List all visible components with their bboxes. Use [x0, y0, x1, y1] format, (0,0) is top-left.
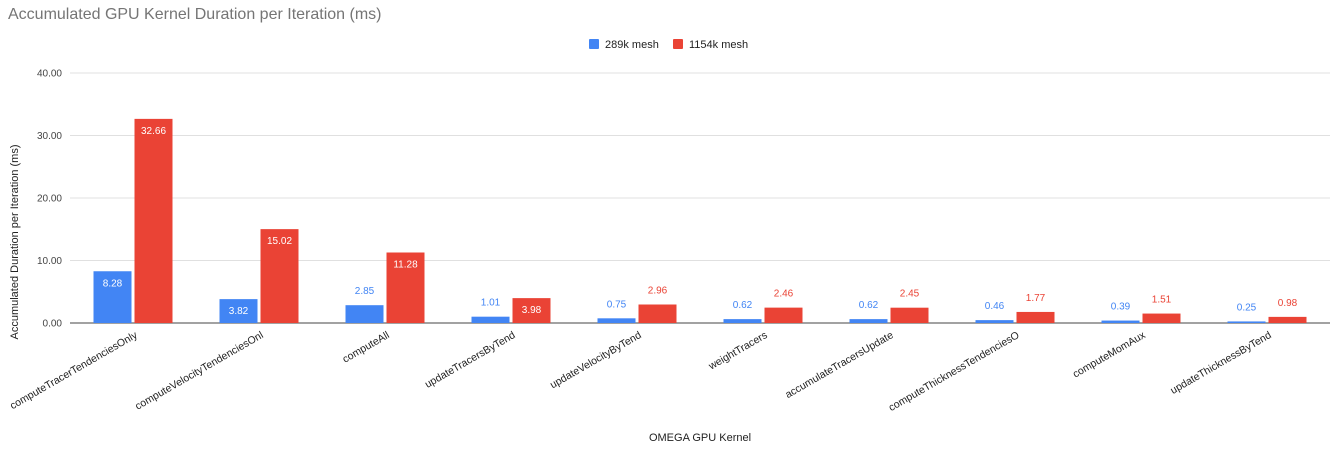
data-label-289k: 0.46 [985, 301, 1005, 312]
data-label-289k: 8.28 [103, 278, 123, 289]
legend: 289k mesh 1154k mesh [589, 39, 748, 51]
bar-289k [93, 271, 132, 323]
data-label-1154k: 0.98 [1278, 298, 1298, 309]
data-label-289k: 0.25 [1237, 302, 1257, 313]
data-label-289k: 0.39 [1111, 302, 1131, 313]
gridlines [70, 72, 1330, 324]
bar-1154k [1142, 313, 1181, 323]
bar-1154k [260, 229, 299, 323]
data-label-289k: 1.01 [481, 298, 501, 309]
bar-289k [597, 318, 636, 323]
x-tick-label: updateThicknessByTend [1168, 329, 1273, 397]
data-label-1154k: 1.77 [1026, 293, 1046, 304]
bar-289k [975, 320, 1014, 323]
x-tick-label: updateVelocityByTend [548, 329, 644, 391]
x-tick-label: computeMomAux [1071, 329, 1148, 381]
bar-289k [345, 305, 384, 323]
data-label-1154k: 11.28 [393, 260, 418, 271]
x-tick-label: weightTracers [706, 329, 770, 373]
data-label-289k: 3.82 [229, 306, 249, 317]
data-label-289k: 0.75 [607, 299, 627, 310]
x-tick-label: accumulateTracersUpdate [783, 329, 895, 401]
y-tick-label: 10.00 [37, 256, 62, 267]
bar-1154k [764, 307, 803, 323]
x-axis-ticks: computeTracerTendenciesOnlycomputeVeloci… [8, 329, 1274, 414]
y-tick-label: 30.00 [37, 131, 62, 142]
data-label-1154k: 15.02 [267, 236, 292, 247]
bar-289k [723, 319, 762, 323]
bar-1154k [890, 307, 929, 323]
data-label-1154k: 1.51 [1152, 295, 1172, 306]
bar-1154k [1016, 311, 1055, 323]
x-tick-label: computeVelocityTendenciesOnl [133, 329, 265, 412]
bar-1154k [134, 118, 173, 323]
bars [93, 118, 1307, 323]
data-label-289k: 0.62 [733, 300, 753, 311]
legend-label-289k: 289k mesh [605, 39, 659, 51]
data-label-1154k: 2.45 [900, 289, 920, 300]
y-tick-label: 40.00 [37, 69, 62, 80]
bar-289k [849, 319, 888, 323]
legend-swatch-289k [589, 39, 599, 49]
data-label-1154k: 32.66 [141, 126, 166, 137]
bar-289k [1227, 321, 1266, 323]
data-label-289k: 2.85 [355, 286, 375, 297]
bar-289k [1101, 320, 1140, 323]
bar-289k [471, 316, 510, 323]
x-tick-label: computeAll [341, 329, 392, 365]
y-tick-label: 20.00 [37, 194, 62, 205]
chart-title: Accumulated GPU Kernel Duration per Iter… [8, 6, 381, 23]
data-label-289k: 0.62 [859, 300, 879, 311]
legend-swatch-1154k [673, 39, 683, 49]
y-axis-ticks: 0.00 10.00 20.00 30.00 40.00 [37, 69, 62, 330]
bar-1154k [512, 298, 551, 323]
x-tick-label: computeTracerTendenciesOnly [8, 329, 140, 412]
data-label-1154k: 2.96 [648, 286, 668, 297]
legend-label-1154k: 1154k mesh [689, 39, 748, 51]
x-tick-label: computeThicknessTendenciesO [887, 329, 1022, 414]
data-label-1154k: 3.98 [522, 305, 542, 316]
data-labels: 8.28 32.66 3.82 15.02 2.85 11.28 1.01 3.98 0.75 2… [103, 126, 1298, 317]
bar-1154k [386, 252, 425, 323]
y-axis-label: Accumulated Duration per Iteration (ms) [9, 144, 21, 339]
y-tick-label: 0.00 [43, 319, 63, 330]
x-tick-label: updateTracersByTend [423, 329, 518, 391]
bar-1154k [1268, 316, 1307, 323]
bar-289k [219, 299, 258, 323]
data-label-1154k: 2.46 [774, 289, 794, 300]
x-axis-label: OMEGA GPU Kernel [649, 432, 751, 444]
bar-1154k [638, 304, 677, 323]
